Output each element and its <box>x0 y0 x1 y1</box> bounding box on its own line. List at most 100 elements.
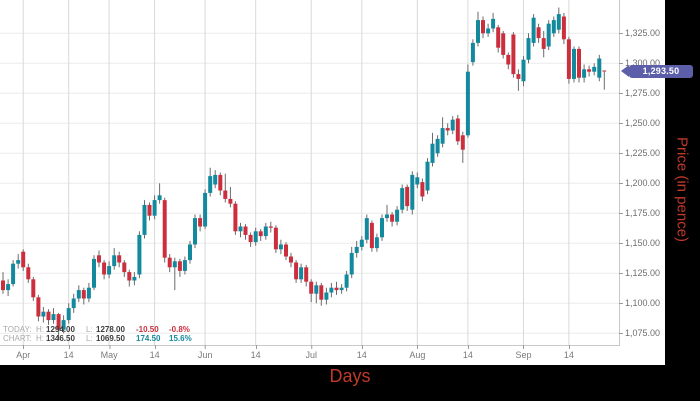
candle[interactable] <box>445 123 450 136</box>
candle[interactable] <box>278 239 283 255</box>
candle[interactable] <box>314 281 319 304</box>
candle[interactable] <box>354 240 359 258</box>
candle[interactable] <box>319 282 324 306</box>
candle[interactable] <box>516 69 521 91</box>
candle[interactable] <box>304 264 309 287</box>
candle[interactable] <box>152 195 157 220</box>
candle[interactable] <box>329 282 334 298</box>
candle[interactable] <box>61 315 66 334</box>
candle[interactable] <box>410 171 415 215</box>
candle[interactable] <box>582 64 587 83</box>
candle[interactable] <box>122 260 127 277</box>
candle[interactable] <box>258 228 263 241</box>
candle[interactable] <box>531 14 536 47</box>
candle[interactable] <box>273 225 278 253</box>
candle[interactable] <box>430 132 435 167</box>
candle[interactable] <box>541 30 546 58</box>
candle[interactable] <box>349 246 354 279</box>
candle[interactable] <box>46 309 51 325</box>
candle[interactable] <box>167 254 172 273</box>
candle[interactable] <box>243 224 248 240</box>
candle[interactable] <box>31 276 36 301</box>
candle[interactable] <box>561 12 566 45</box>
candle[interactable] <box>112 248 117 270</box>
candle[interactable] <box>309 279 314 303</box>
candle[interactable] <box>415 172 420 189</box>
candle[interactable] <box>506 52 511 70</box>
candle[interactable] <box>592 63 597 76</box>
candle[interactable] <box>223 173 228 203</box>
candle[interactable] <box>339 284 344 294</box>
candle[interactable] <box>587 65 592 77</box>
candle[interactable] <box>86 282 91 303</box>
candle[interactable] <box>577 46 581 83</box>
candle[interactable] <box>526 33 531 64</box>
candle[interactable] <box>380 214 384 241</box>
candle[interactable] <box>228 186 233 208</box>
candle[interactable] <box>566 36 571 84</box>
candle[interactable] <box>602 70 607 90</box>
candle[interactable] <box>102 260 107 280</box>
candle[interactable] <box>16 254 21 269</box>
candle[interactable] <box>238 222 243 238</box>
candle[interactable] <box>597 54 602 82</box>
candle[interactable] <box>132 272 137 286</box>
candle[interactable] <box>556 7 561 34</box>
candle[interactable] <box>66 303 71 324</box>
candle[interactable] <box>420 178 425 202</box>
candle[interactable] <box>470 39 475 66</box>
candle[interactable] <box>334 281 339 295</box>
candle[interactable] <box>147 202 152 221</box>
candle[interactable] <box>496 24 501 53</box>
candle[interactable] <box>218 172 223 196</box>
candle[interactable] <box>455 114 460 145</box>
candle[interactable] <box>36 294 41 322</box>
candle[interactable] <box>385 204 389 222</box>
candle[interactable] <box>71 293 76 313</box>
candle[interactable] <box>289 252 293 268</box>
candle[interactable] <box>364 214 369 244</box>
candle[interactable] <box>551 16 556 37</box>
candle[interactable] <box>359 236 364 251</box>
candle[interactable] <box>203 189 208 229</box>
candle[interactable] <box>92 255 96 291</box>
candle[interactable] <box>142 200 147 239</box>
candle[interactable] <box>97 250 101 268</box>
candle[interactable] <box>369 220 374 252</box>
candle[interactable] <box>299 263 304 283</box>
candle[interactable] <box>374 233 379 252</box>
candle[interactable] <box>198 214 203 232</box>
candle[interactable] <box>546 20 551 51</box>
candle[interactable] <box>465 64 470 138</box>
candle[interactable] <box>536 23 541 43</box>
candle[interactable] <box>405 184 410 211</box>
candle[interactable] <box>127 269 132 287</box>
candle[interactable] <box>41 306 46 323</box>
candle[interactable] <box>268 221 273 233</box>
candle[interactable] <box>511 32 516 78</box>
candle[interactable] <box>233 201 238 235</box>
candle[interactable] <box>11 260 16 287</box>
candle[interactable] <box>182 256 187 275</box>
candle[interactable] <box>51 308 56 324</box>
candle[interactable] <box>107 261 112 279</box>
candle[interactable] <box>521 56 526 87</box>
candle[interactable] <box>1 272 5 294</box>
candle[interactable] <box>193 214 197 249</box>
candle[interactable] <box>481 16 485 39</box>
candle[interactable] <box>117 251 122 268</box>
candle[interactable] <box>440 117 445 148</box>
candle[interactable] <box>162 197 167 263</box>
candle[interactable] <box>460 131 465 163</box>
candle[interactable] <box>56 312 61 340</box>
candle[interactable] <box>284 242 288 261</box>
candle[interactable] <box>400 184 405 214</box>
candle[interactable] <box>208 167 213 197</box>
candle[interactable] <box>177 258 182 277</box>
candle[interactable] <box>253 227 258 246</box>
candle[interactable] <box>263 222 268 240</box>
candle[interactable] <box>188 240 192 264</box>
candle[interactable] <box>344 270 349 292</box>
candle[interactable] <box>486 23 491 37</box>
candle[interactable] <box>213 170 218 189</box>
